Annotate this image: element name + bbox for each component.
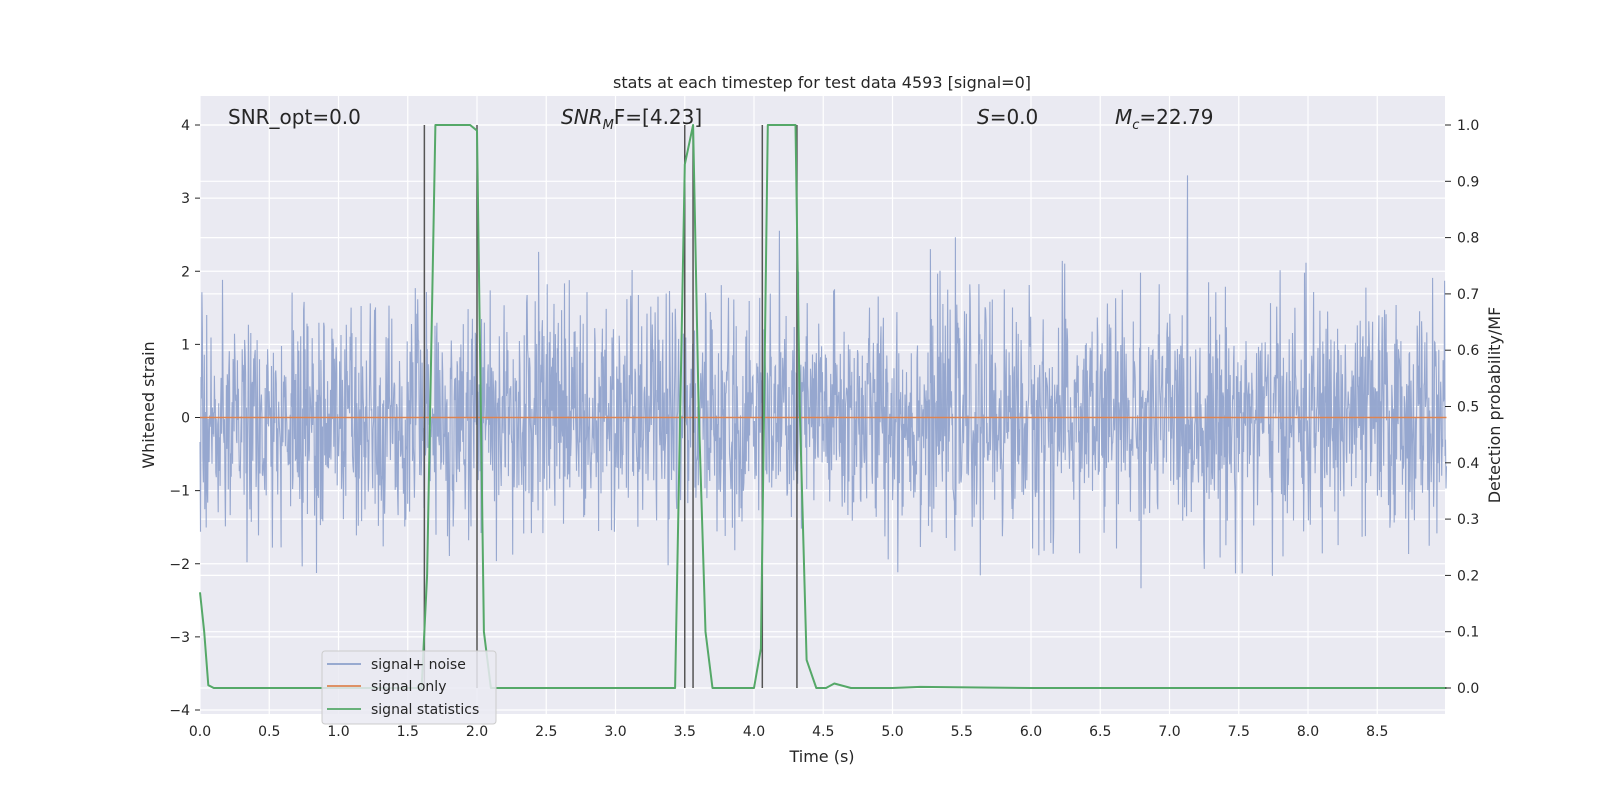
x-tick-label: 3.0 (604, 724, 626, 740)
y2-tick-label: 1.0 (1457, 118, 1479, 134)
x-tick-label: 6.5 (1089, 724, 1111, 740)
y-tick-label: −1 (169, 484, 190, 500)
y2-tick-label: 0.1 (1457, 625, 1479, 641)
x-tick-label: 8.0 (1297, 724, 1319, 740)
x-tick-label: 7.5 (1228, 724, 1250, 740)
x-tick-label: 5.5 (951, 724, 973, 740)
y2-tick-label: 0.8 (1457, 231, 1479, 247)
y2-tick-label: 0.4 (1457, 456, 1479, 472)
y2-tick-label: 0.6 (1457, 343, 1479, 359)
x-tick-label: 4.0 (743, 724, 765, 740)
y2-axis-ticks: 1.0 0.9 0.8 0.7 0.6 0.5 0.4 0.3 0.2 0.1 0.0 (1445, 118, 1479, 697)
x-tick-label: 1.5 (397, 724, 419, 740)
y-tick-label: 3 (181, 191, 190, 207)
y-axis-label: Whitened strain (139, 341, 158, 468)
y-tick-label: 0 (181, 411, 190, 427)
x-tick-label: 6.0 (1020, 724, 1042, 740)
y-tick-label: 2 (181, 264, 190, 280)
legend: signal+ noise signal only signal statist… (321, 650, 497, 725)
y-tick-label: 1 (181, 337, 190, 353)
annotation-s: S=0.0 (977, 105, 1038, 129)
y-axis-ticks: 4 3 2 1 0 −1 −2 −3 −4 (169, 118, 200, 719)
y2-axis-label: Detection probability/MF (1485, 307, 1504, 504)
y-tick-label: −4 (169, 703, 190, 719)
x-axis-label: Time (s) (788, 747, 854, 766)
x-tick-label: 7.0 (1158, 724, 1180, 740)
x-axis-ticks: 0.0 0.5 1.0 1.5 2.0 2.5 3.0 3.5 4.0 4.5 5.0 5.5 6.0 6… (189, 724, 1389, 740)
y2-tick-label: 0.0 (1457, 681, 1479, 697)
legend-box (321, 650, 497, 725)
y2-tick-label: 0.5 (1457, 400, 1479, 416)
y-tick-label: 4 (181, 118, 190, 134)
legend-label-signal: signal only (371, 679, 446, 695)
annotation-mc: Mc=22.79 (1115, 105, 1213, 133)
noise-trace (199, 175, 1448, 589)
annotation-snr-opt: SNR_opt=0.0 (228, 105, 361, 129)
x-tick-label: 0.5 (258, 724, 280, 740)
x-tick-label: 1.0 (327, 724, 349, 740)
x-tick-label: 2.0 (466, 724, 488, 740)
chart-title: stats at each timestep for test data 459… (613, 73, 1031, 92)
x-tick-label: 4.5 (812, 724, 834, 740)
x-tick-label: 2.5 (535, 724, 557, 740)
x-tick-label: 3.5 (674, 724, 696, 740)
noise-series (199, 175, 1448, 589)
y-tick-label: −2 (169, 557, 190, 573)
y2-tick-label: 0.9 (1457, 174, 1479, 190)
annotation-snr-mf: SNRMF=[4.23] (561, 105, 702, 133)
x-tick-label: 5.0 (881, 724, 903, 740)
y2-tick-label: 0.7 (1457, 287, 1479, 303)
y-tick-label: −3 (169, 630, 190, 646)
legend-label-noise: signal+ noise (371, 657, 466, 673)
x-tick-label: 0.0 (189, 724, 211, 740)
y2-tick-label: 0.3 (1457, 512, 1479, 528)
y2-tick-label: 0.2 (1457, 568, 1479, 584)
legend-label-stats: signal statistics (371, 702, 479, 718)
x-tick-label: 8.5 (1366, 724, 1388, 740)
